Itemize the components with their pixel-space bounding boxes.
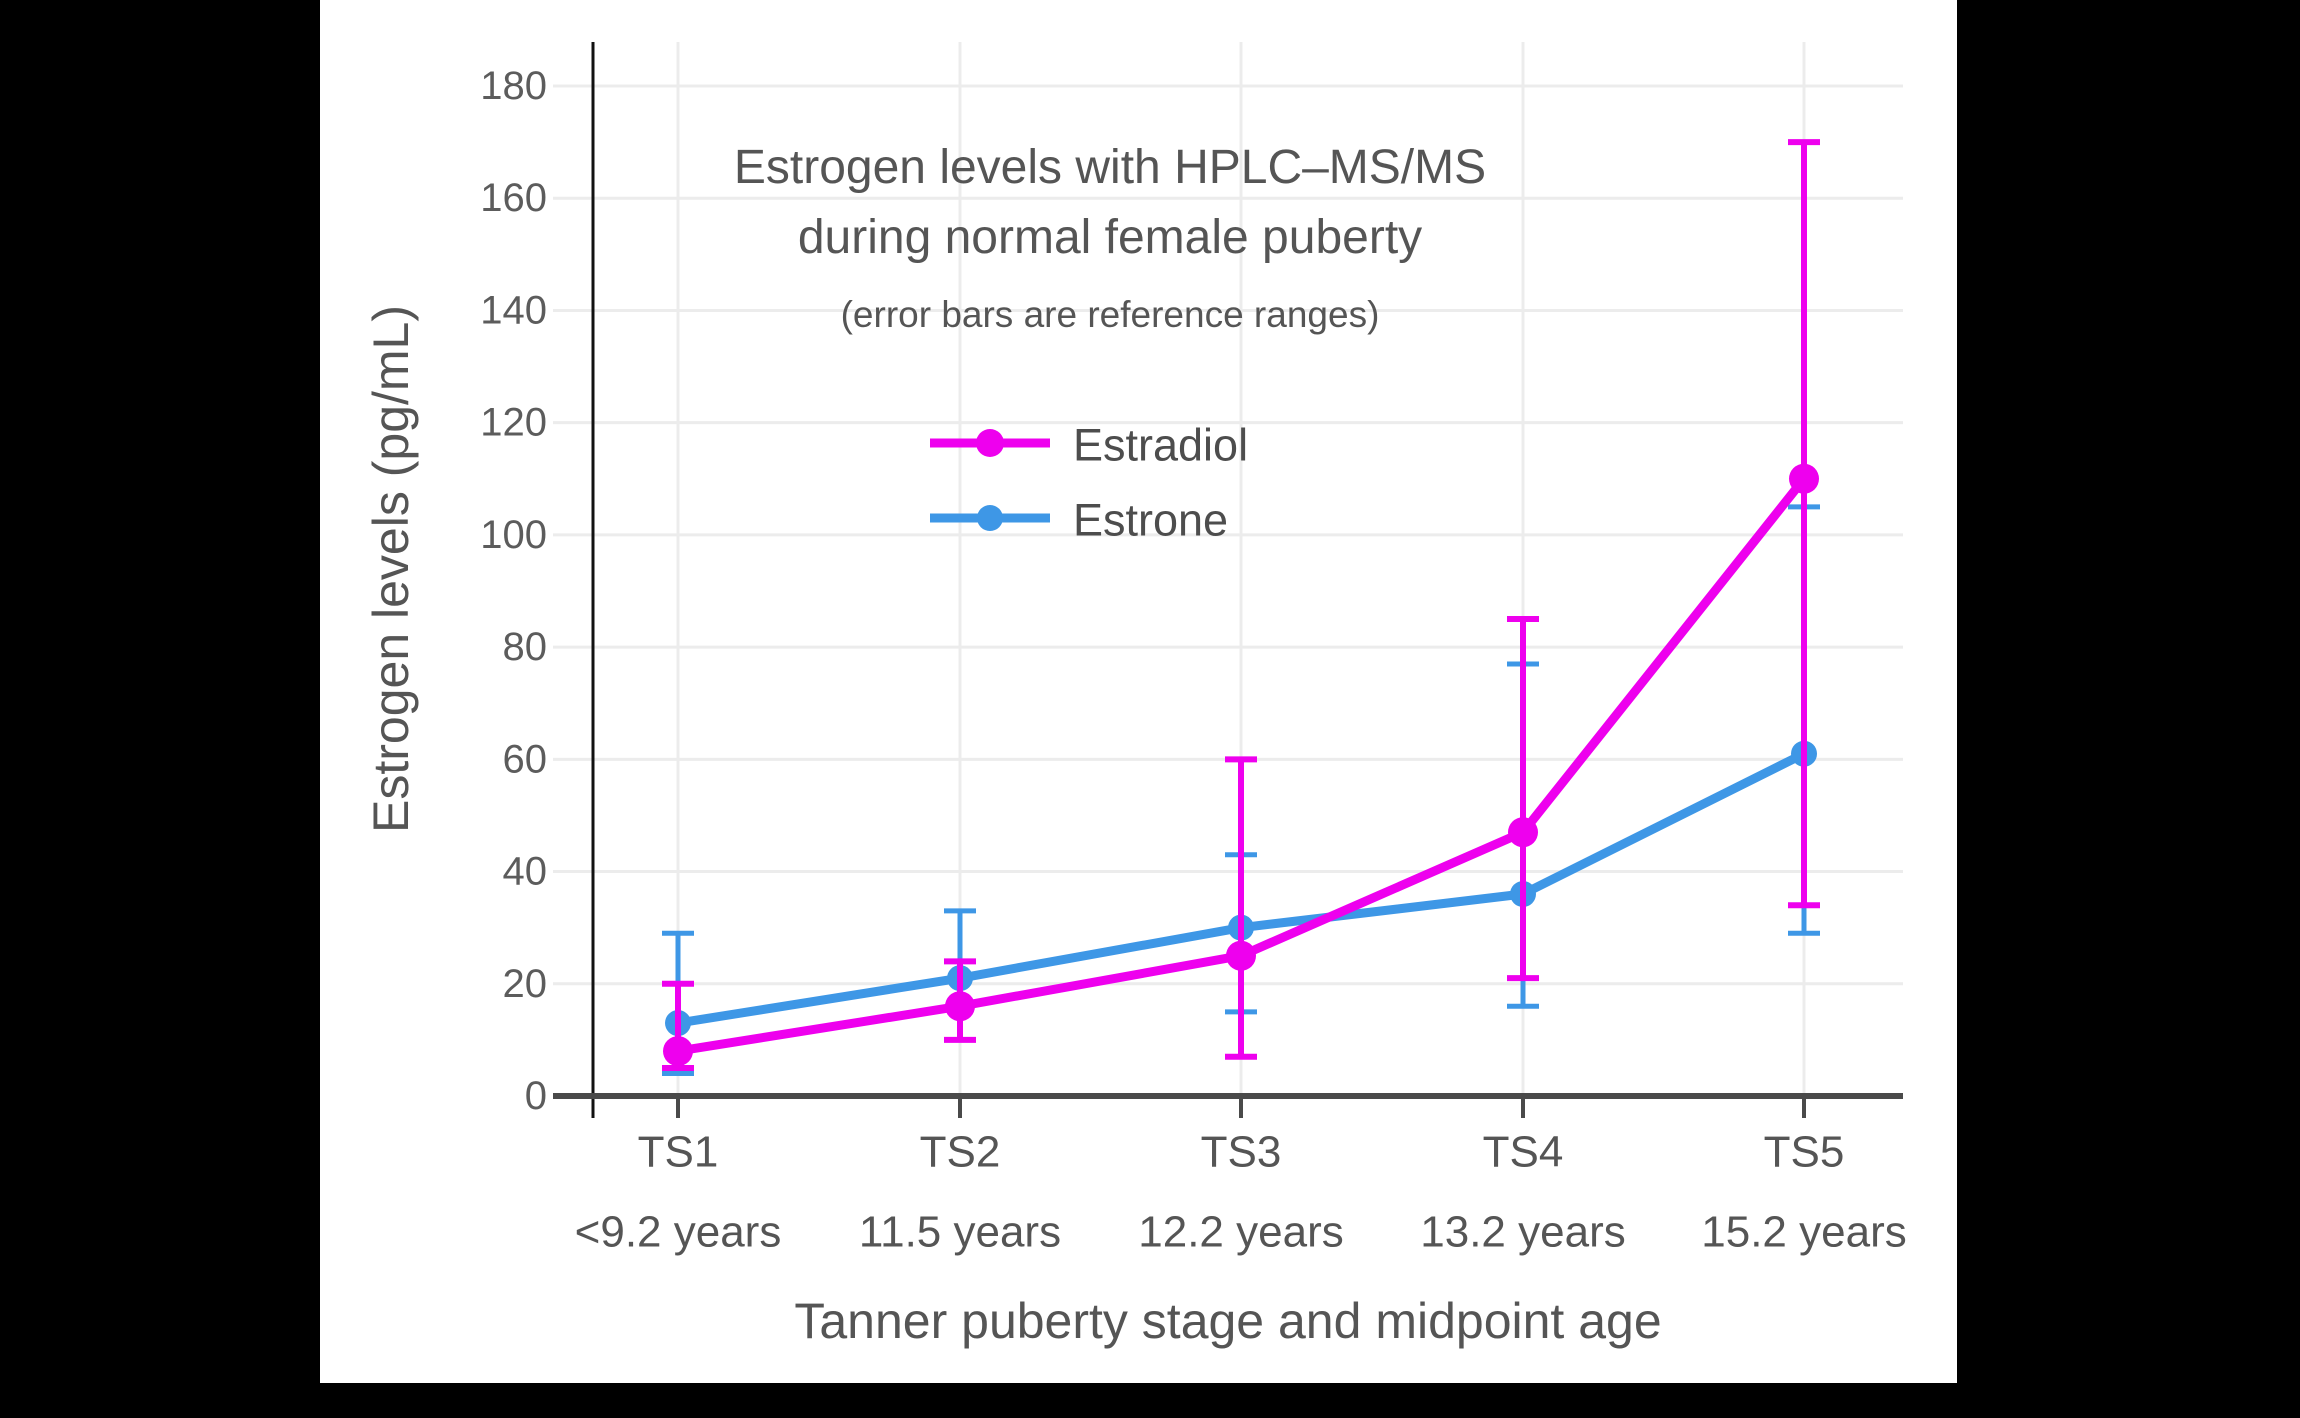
- y-axis-title: Estrogen levels (pg/mL): [363, 305, 419, 833]
- y-tick-label: 40: [503, 850, 548, 894]
- chart-subtitle: (error bars are reference ranges): [841, 294, 1380, 335]
- x-tick-stage-label: TS3: [1201, 1128, 1282, 1177]
- estradiol-marker: [945, 991, 975, 1022]
- x-tick-age-label: 12.2 years: [1138, 1208, 1343, 1257]
- y-tick-label: 20: [503, 962, 548, 1006]
- y-tick-label: 80: [503, 625, 548, 669]
- legend-label: Estradiol: [1073, 420, 1248, 471]
- y-tick-label: 120: [480, 401, 547, 445]
- estrogen-chart-svg: 0 20 40 60 80 100 120 140 160 180 Estrogen levels …: [363, 42, 1907, 1349]
- x-tick-stage-label: TS4: [1483, 1128, 1564, 1177]
- estradiol-marker: [663, 1036, 693, 1067]
- x-tick-age-label: 13.2 years: [1420, 1208, 1625, 1257]
- estradiol-marker: [1226, 940, 1256, 971]
- y-tick-label: 100: [480, 513, 547, 557]
- y-tick-label: 140: [480, 288, 547, 332]
- x-tick-stage-label: TS5: [1764, 1128, 1845, 1177]
- legend-label: Estrone: [1073, 495, 1228, 546]
- legend-swatch-marker: [977, 505, 1003, 531]
- x-tick-age-label: 15.2 years: [1701, 1208, 1906, 1257]
- x-tick-age-label: 11.5 years: [859, 1208, 1061, 1257]
- estradiol-marker: [1508, 817, 1538, 848]
- legend-swatch-marker: [976, 429, 1004, 457]
- y-tick-label: 160: [480, 176, 547, 220]
- y-tick-label: 0: [525, 1074, 547, 1118]
- x-tick-age-label: <9.2 years: [575, 1208, 782, 1257]
- x-tick-stage-label: TS1: [638, 1128, 719, 1177]
- y-tick-label: 180: [480, 64, 547, 108]
- chart-title-line: Estrogen levels with HPLC–MS/MS: [734, 141, 1486, 194]
- chart-panel: 0 20 40 60 80 100 120 140 160 180 Estrogen levels …: [320, 0, 1957, 1383]
- x-tick-stage-label: TS2: [920, 1128, 1001, 1177]
- estradiol-marker: [1789, 463, 1819, 494]
- chart-title-line: during normal female puberty: [798, 211, 1422, 264]
- y-tick-label: 60: [503, 737, 548, 781]
- x-axis-title: Tanner puberty stage and midpoint age: [794, 1293, 1661, 1349]
